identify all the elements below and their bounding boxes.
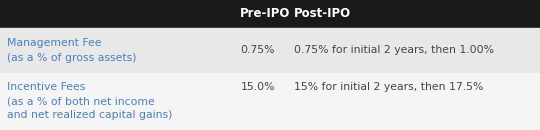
Text: (as a % of gross assets): (as a % of gross assets): [7, 53, 137, 63]
Text: Management Fee: Management Fee: [7, 38, 102, 48]
Text: Incentive Fees: Incentive Fees: [7, 82, 85, 92]
Text: 15% for initial 2 years, then 17.5%: 15% for initial 2 years, then 17.5%: [294, 82, 484, 92]
Text: Pre-IPO: Pre-IPO: [240, 7, 291, 20]
Bar: [0, 28, 540, 73]
Text: 15.0%: 15.0%: [240, 82, 275, 92]
Text: 0.75% for initial 2 years, then 1.00%: 0.75% for initial 2 years, then 1.00%: [294, 45, 494, 55]
Text: Post-IPO: Post-IPO: [294, 7, 352, 20]
Text: 0.75%: 0.75%: [240, 45, 275, 55]
Text: and net realized capital gains): and net realized capital gains): [7, 110, 172, 120]
Text: (as a % of both net income: (as a % of both net income: [7, 96, 155, 106]
Bar: [0, 0, 540, 28]
Bar: [0, 73, 540, 130]
